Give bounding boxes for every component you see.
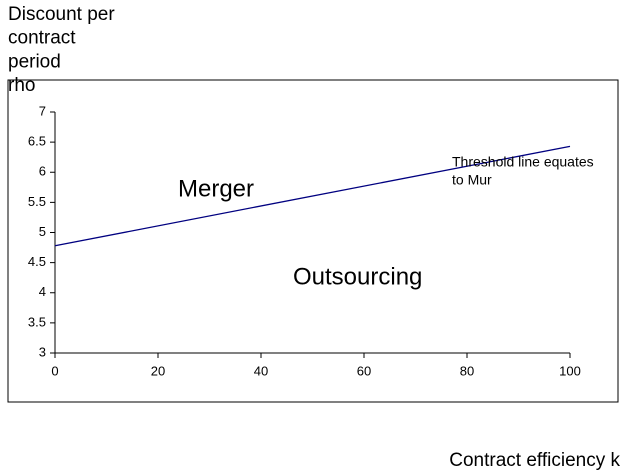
series-line bbox=[54, 145, 571, 247]
annotation: to Mur bbox=[452, 172, 492, 188]
y-axis-label: Discount per bbox=[8, 4, 115, 25]
annotation: Threshold line equates bbox=[452, 154, 594, 170]
y-axis-label: rho bbox=[8, 75, 35, 96]
x-axis-label: Contract efficiency k bbox=[449, 450, 620, 471]
chart-frame bbox=[7, 79, 619, 403]
y-axis-label: contract bbox=[8, 28, 76, 49]
x-tick-label: 100 bbox=[559, 363, 581, 378]
y-tick-label: 3 bbox=[39, 344, 46, 359]
y-tick-label: 6.5 bbox=[28, 134, 46, 149]
x-tick-label: 20 bbox=[151, 363, 165, 378]
y-tick-label: 7 bbox=[39, 103, 46, 118]
x-tick-label: 80 bbox=[460, 363, 474, 378]
y-tick-label: 4.5 bbox=[28, 254, 46, 269]
y-tick-label: 5.5 bbox=[28, 194, 46, 209]
y-tick-label: 4 bbox=[39, 284, 46, 299]
annotation: Merger bbox=[178, 175, 254, 202]
y-tick-label: 5 bbox=[39, 224, 46, 239]
x-tick-label: 0 bbox=[51, 363, 58, 378]
x-tick-label: 60 bbox=[357, 363, 371, 378]
annotation: Outsourcing bbox=[293, 263, 422, 290]
x-tick-label: 40 bbox=[254, 363, 268, 378]
y-tick-label: 3.5 bbox=[28, 314, 46, 329]
y-tick-label: 6 bbox=[39, 164, 46, 179]
y-axis-label: period bbox=[8, 51, 61, 72]
